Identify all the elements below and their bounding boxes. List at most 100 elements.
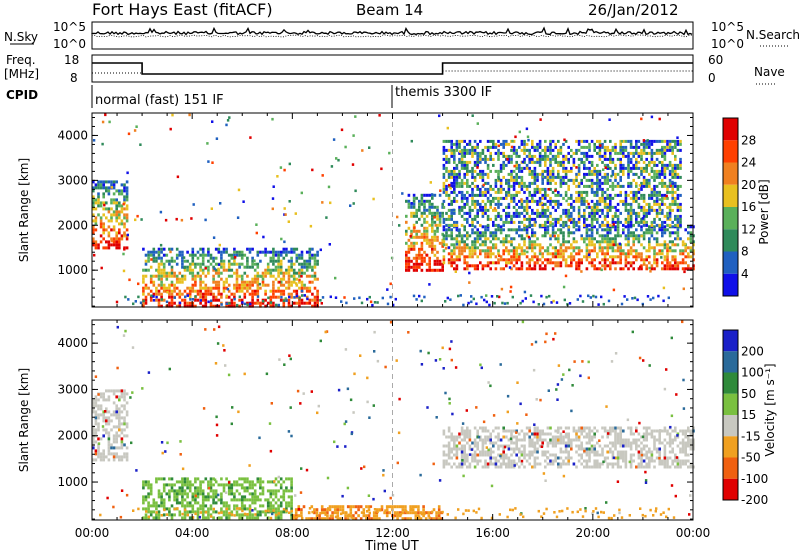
noise-cell bbox=[123, 233, 126, 236]
echo-cell bbox=[196, 271, 200, 275]
echo-cell bbox=[572, 163, 576, 167]
echo-cell bbox=[531, 217, 534, 221]
echo-cell bbox=[609, 205, 612, 209]
echo-cell bbox=[240, 262, 244, 266]
freq-label: Freq. bbox=[6, 53, 36, 67]
echo-cell bbox=[441, 202, 444, 206]
noise-cell bbox=[255, 231, 258, 235]
echo-cell bbox=[679, 252, 682, 256]
echo-cell bbox=[671, 145, 674, 149]
echo-cell bbox=[481, 175, 485, 179]
echo-cell bbox=[661, 234, 664, 238]
echo-cell bbox=[115, 219, 118, 223]
echo-cell bbox=[653, 178, 656, 182]
noise-cell bbox=[298, 278, 301, 282]
noise-cell bbox=[580, 270, 583, 273]
echo-cell bbox=[175, 280, 179, 284]
echo-cell bbox=[473, 249, 477, 253]
echo-cell bbox=[507, 447, 511, 451]
noise-cell bbox=[122, 252, 125, 256]
echo-cell bbox=[372, 517, 376, 521]
echo-cell bbox=[313, 256, 317, 260]
echo-cell bbox=[541, 154, 544, 158]
echo-cell bbox=[305, 295, 309, 299]
echo-cell bbox=[484, 193, 487, 197]
echo-cell bbox=[494, 190, 498, 194]
echo-cell bbox=[632, 163, 635, 167]
echo-cell bbox=[484, 190, 487, 194]
echo-cell bbox=[505, 264, 508, 268]
echo-cell bbox=[222, 513, 226, 517]
echo-cell bbox=[668, 234, 672, 238]
noise-cell bbox=[520, 198, 523, 201]
echo-cell bbox=[201, 513, 205, 517]
echo-cell bbox=[515, 202, 518, 206]
echo-cell bbox=[230, 304, 234, 308]
echo-cell bbox=[655, 199, 659, 203]
echo-cell bbox=[354, 505, 358, 509]
echo-cell bbox=[577, 190, 581, 194]
echo-cell bbox=[308, 298, 312, 302]
noise-cell bbox=[455, 243, 459, 246]
echo-cell bbox=[645, 163, 648, 167]
ground-scatter-cell bbox=[467, 301, 470, 305]
echo-cell bbox=[466, 426, 469, 430]
echo-cell bbox=[112, 389, 116, 393]
echo-cell bbox=[453, 246, 456, 250]
echo-cell bbox=[266, 271, 270, 275]
echo-cell bbox=[149, 265, 153, 269]
ground-scatter-cell bbox=[228, 302, 231, 305]
echo-cell bbox=[453, 169, 456, 173]
echo-cell bbox=[473, 231, 477, 235]
echo-cell bbox=[115, 452, 118, 456]
echo-cell bbox=[489, 456, 492, 460]
echo-cell bbox=[632, 145, 635, 149]
echo-cell bbox=[494, 217, 498, 221]
echo-cell bbox=[199, 507, 202, 511]
echo-cell bbox=[648, 228, 651, 232]
noise-cell bbox=[272, 185, 275, 188]
echo-cell bbox=[463, 202, 466, 206]
echo-cell bbox=[494, 228, 498, 232]
echo-cell bbox=[637, 151, 641, 155]
echo-cell bbox=[666, 205, 669, 209]
echo-cell bbox=[251, 280, 254, 284]
echo-cell bbox=[533, 145, 537, 149]
echo-cell bbox=[518, 225, 521, 229]
echo-cell bbox=[528, 151, 531, 155]
echo-cell bbox=[627, 160, 630, 164]
echo-cell bbox=[463, 225, 466, 229]
echo-cell bbox=[238, 516, 241, 520]
echo-cell bbox=[640, 225, 643, 229]
echo-cell bbox=[640, 142, 643, 146]
echo-cell bbox=[559, 175, 563, 179]
echo-cell bbox=[635, 234, 638, 238]
echo-cell bbox=[144, 516, 148, 520]
echo-cell bbox=[243, 265, 247, 269]
echo-cell bbox=[577, 267, 581, 271]
freq-tick-top: 18 bbox=[64, 53, 79, 67]
echo-cell bbox=[147, 510, 150, 514]
echo-cell bbox=[505, 217, 508, 221]
echo-cell bbox=[661, 145, 664, 149]
echo-cell bbox=[431, 220, 434, 224]
freq-unit: [MHz] bbox=[4, 67, 39, 81]
echo-cell bbox=[298, 253, 301, 257]
echo-cell bbox=[191, 250, 195, 254]
noise-cell bbox=[300, 289, 304, 293]
noise-cell bbox=[204, 267, 207, 270]
echo-cell bbox=[287, 277, 291, 281]
echo-cell bbox=[499, 142, 503, 146]
echo-cell bbox=[546, 246, 550, 250]
echo-cell bbox=[438, 259, 442, 263]
echo-cell bbox=[175, 277, 179, 281]
echo-cell bbox=[653, 267, 656, 271]
echo-cell bbox=[528, 172, 531, 176]
echo-cell bbox=[115, 446, 118, 450]
echo-cell bbox=[99, 186, 103, 190]
echo-cell bbox=[235, 483, 239, 487]
echo-cell bbox=[471, 217, 474, 221]
noise-cell bbox=[236, 216, 240, 219]
echo-cell bbox=[423, 220, 426, 224]
echo-cell bbox=[405, 199, 408, 203]
